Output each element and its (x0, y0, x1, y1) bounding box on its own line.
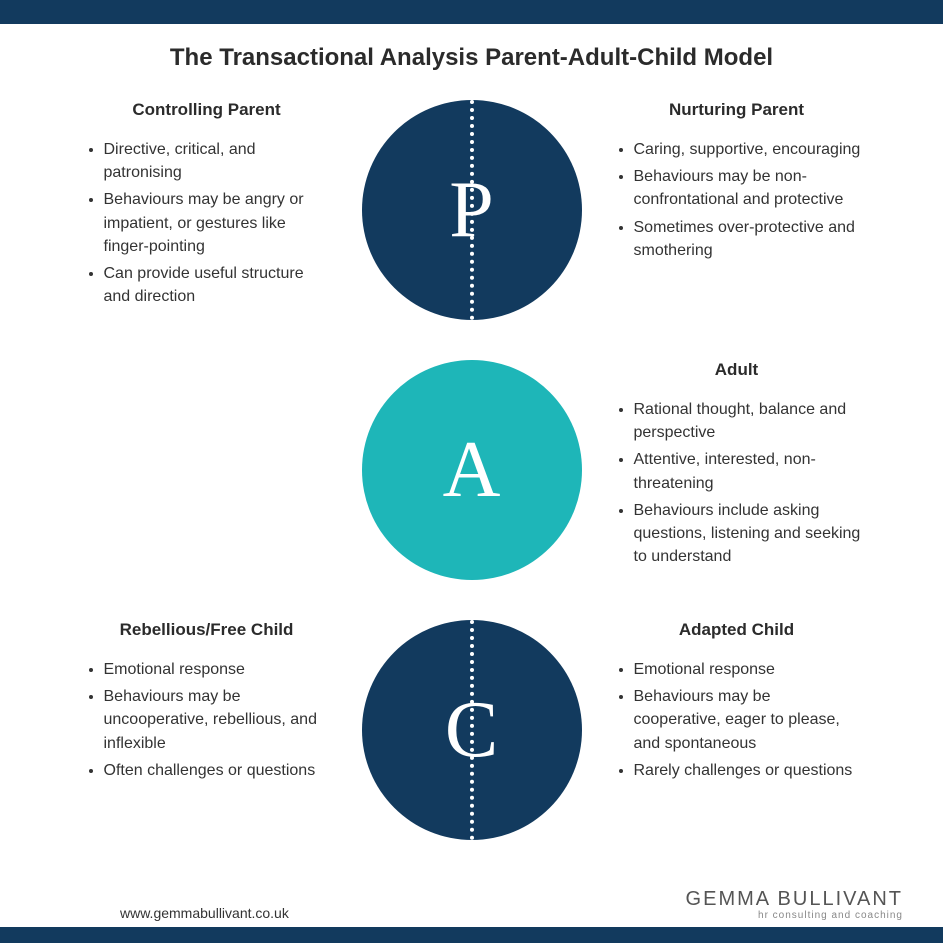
brand-tagline: hr consulting and coaching (686, 910, 903, 921)
list-item: Behaviours may be non-confrontational an… (634, 165, 862, 211)
list-item: Attentive, interested, non-threatening (634, 448, 862, 494)
rebellious-child-heading: Rebellious/Free Child (82, 620, 332, 640)
website-url: www.gemmabullivant.co.uk (120, 905, 289, 921)
controlling-parent-section: Controlling Parent Directive, critical, … (62, 100, 352, 312)
brand-name: GEMMA BULLIVANT (686, 888, 903, 910)
adult-row: A Adult Rational thought, balance and pe… (0, 360, 943, 580)
child-divider (470, 620, 474, 840)
list-item: Emotional response (634, 658, 862, 681)
parent-circle: P (362, 100, 582, 320)
adapted-child-heading: Adapted Child (612, 620, 862, 640)
adapted-child-section: Adapted Child Emotional response Behavio… (592, 620, 882, 786)
controlling-parent-list: Directive, critical, and patronising Beh… (82, 138, 332, 308)
controlling-parent-heading: Controlling Parent (82, 100, 332, 120)
child-row: Rebellious/Free Child Emotional response… (0, 620, 943, 840)
parent-divider (470, 100, 474, 320)
list-item: Rarely challenges or questions (634, 759, 862, 782)
nurturing-parent-heading: Nurturing Parent (612, 100, 862, 120)
top-bar (0, 0, 943, 24)
list-item: Rational thought, balance and perspectiv… (634, 398, 862, 444)
adult-circle-container: A (352, 360, 592, 580)
list-item: Sometimes over-protective and smothering (634, 216, 862, 262)
rebellious-child-list: Emotional response Behaviours may be unc… (82, 658, 332, 782)
brand-logo: GEMMA BULLIVANT hr consulting and coachi… (686, 888, 903, 921)
adult-circle: A (362, 360, 582, 580)
page-title: The Transactional Analysis Parent-Adult-… (0, 44, 943, 72)
nurturing-parent-section: Nurturing Parent Caring, supportive, enc… (592, 100, 882, 266)
list-item: Behaviours may be cooperative, eager to … (634, 685, 862, 755)
list-item: Behaviours may be angry or impatient, or… (104, 188, 332, 258)
list-item: Can provide useful structure and directi… (104, 262, 332, 308)
list-item: Often challenges or questions (104, 759, 332, 782)
list-item: Directive, critical, and patronising (104, 138, 332, 184)
adult-circle-letter: A (443, 425, 501, 516)
child-circle-container: C (352, 620, 592, 840)
adapted-child-list: Emotional response Behaviours may be coo… (612, 658, 862, 782)
list-item: Emotional response (104, 658, 332, 681)
adult-heading: Adult (612, 360, 862, 380)
child-circle: C (362, 620, 582, 840)
adult-section: Adult Rational thought, balance and pers… (592, 360, 882, 572)
nurturing-parent-list: Caring, supportive, encouraging Behaviou… (612, 138, 862, 262)
parent-circle-container: P (352, 100, 592, 320)
list-item: Behaviours include asking questions, lis… (634, 499, 862, 569)
list-item: Caring, supportive, encouraging (634, 138, 862, 161)
bottom-bar (0, 927, 943, 943)
footer: www.gemmabullivant.co.uk GEMMA BULLIVANT… (0, 888, 943, 921)
content-area: Controlling Parent Directive, critical, … (0, 100, 943, 840)
list-item: Behaviours may be uncooperative, rebelli… (104, 685, 332, 755)
rebellious-child-section: Rebellious/Free Child Emotional response… (62, 620, 352, 786)
adult-list: Rational thought, balance and perspectiv… (612, 398, 862, 568)
parent-row: Controlling Parent Directive, critical, … (0, 100, 943, 320)
